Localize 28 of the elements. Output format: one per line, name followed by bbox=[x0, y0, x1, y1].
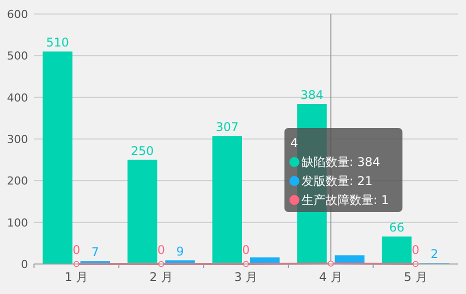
y-tick-label: 400 bbox=[7, 91, 28, 104]
data-label: 0 bbox=[157, 243, 166, 257]
data-label: 2 bbox=[430, 247, 438, 262]
y-tick-label: 0 bbox=[21, 258, 28, 271]
data-label: 250 bbox=[130, 144, 154, 158]
data-label: 0 bbox=[242, 243, 250, 257]
y-tick-label: 600 bbox=[7, 8, 28, 21]
data-label: 9 bbox=[176, 244, 184, 258]
x-tick-label: 2 月 bbox=[149, 270, 173, 284]
data-label: 0 bbox=[72, 243, 80, 257]
x-tick-label: 3 月 bbox=[234, 270, 258, 284]
x-tick-label: 1 月 bbox=[64, 270, 88, 284]
data-label: 7 bbox=[91, 245, 100, 260]
annotation: 缺陷数量: 384 bbox=[301, 155, 380, 169]
y-tick-label: 200 bbox=[7, 174, 28, 188]
data-label: 0 bbox=[412, 243, 420, 257]
y-tick-label: 500 bbox=[7, 50, 28, 63]
annotation: 生产故障数量: 1 bbox=[301, 193, 389, 207]
annotation: 发版数量: 21 bbox=[301, 174, 373, 188]
y-tick-label: 300 bbox=[7, 133, 28, 146]
data-label: 66 bbox=[389, 220, 404, 234]
y-tick-label: 100 bbox=[7, 216, 28, 230]
data-label: 510 bbox=[46, 36, 70, 50]
x-tick-label: 5 月 bbox=[404, 270, 428, 284]
data-label: 384 bbox=[300, 88, 324, 102]
x-tick-label: 4 月 bbox=[319, 270, 343, 284]
data-label: 307 bbox=[216, 120, 239, 134]
annotation: 4 bbox=[290, 136, 298, 150]
